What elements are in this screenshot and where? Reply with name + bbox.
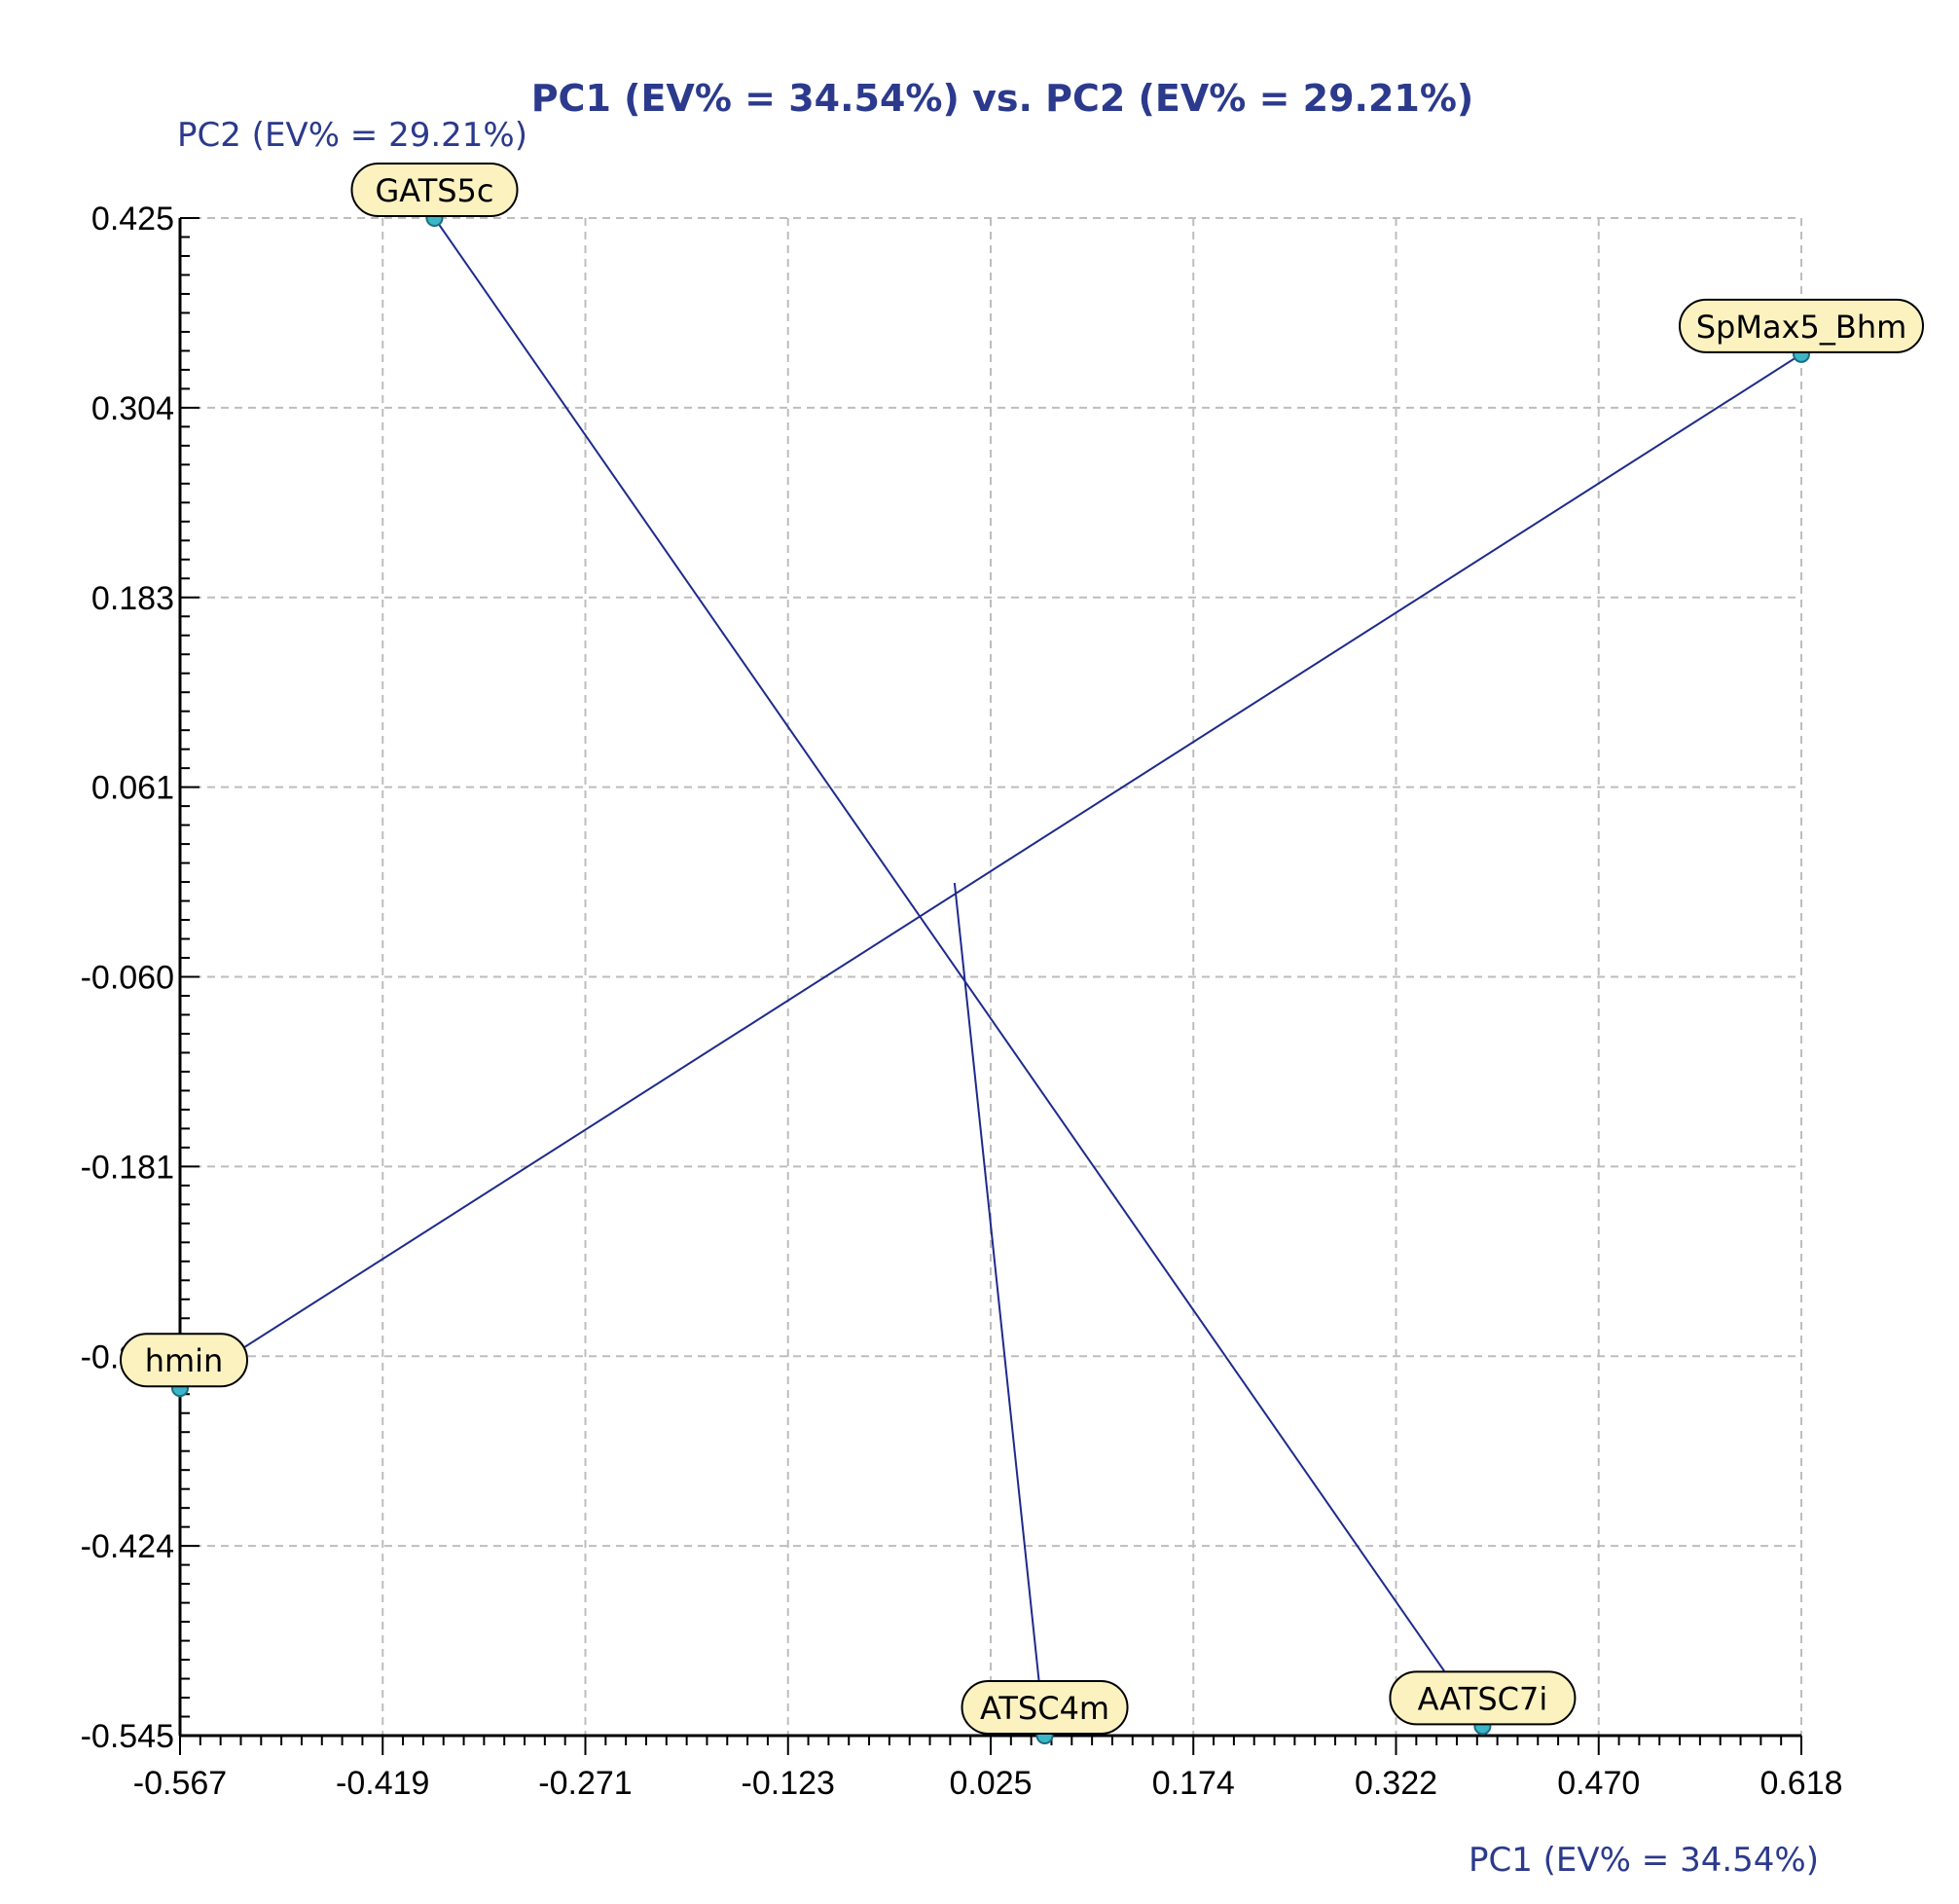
x-tick-label: 0.470	[1557, 1765, 1640, 1802]
point-label-box	[120, 1333, 248, 1388]
y-tick-label: 0.425	[91, 201, 174, 238]
x-tick-label: 0.322	[1355, 1765, 1437, 1802]
y-tick-label: 0.304	[91, 390, 174, 427]
point-label-box	[1679, 298, 1924, 353]
y-tick-label: -0.060	[81, 960, 174, 997]
x-tick-label: -0.567	[133, 1765, 227, 1802]
point-label-box	[350, 163, 519, 217]
x-tick-label: -0.123	[742, 1765, 835, 1802]
x-tick-label: -0.271	[538, 1765, 632, 1802]
loading-lines	[179, 217, 1802, 1737]
y-tick-label: -0.181	[81, 1149, 174, 1186]
loading-line	[953, 882, 1046, 1737]
point-label: ATSC4m	[980, 1690, 1109, 1727]
point-label: GATS5c	[375, 172, 493, 209]
x-tick-label: 0.618	[1759, 1765, 1842, 1802]
loading-line	[179, 352, 1802, 1390]
x-axis-title: PC1 (EV% = 34.54%)	[1469, 1841, 1819, 1880]
point-label-box	[1389, 1670, 1577, 1726]
chart-title: PC1 (EV% = 34.54%) vs. PC2 (EV% = 29.21%…	[531, 77, 1474, 120]
grid	[180, 217, 1802, 1736]
x-tick-label: 0.174	[1152, 1765, 1235, 1802]
point-label: hmin	[145, 1342, 224, 1379]
y-tick-label: 0.061	[91, 770, 174, 807]
y-tick-label: 0.183	[91, 580, 174, 617]
y-tick-label: -0.545	[81, 1718, 174, 1755]
x-tick-label: 0.025	[949, 1765, 1032, 1802]
y-tick-label: -0.424	[81, 1528, 174, 1565]
point-label: AATSC7i	[1418, 1680, 1548, 1717]
axes: -0.567 -0.419 -0.271 -0.123 0.025 0.174 0.322 0…	[81, 201, 1843, 1802]
x-tick-label: -0.419	[336, 1765, 429, 1802]
loading-line	[433, 217, 1484, 1727]
point-label-box	[961, 1680, 1129, 1735]
point-label: SpMax5_Bhm	[1696, 309, 1907, 346]
y-axis-title: PC2 (EV% = 29.21%)	[177, 116, 527, 155]
